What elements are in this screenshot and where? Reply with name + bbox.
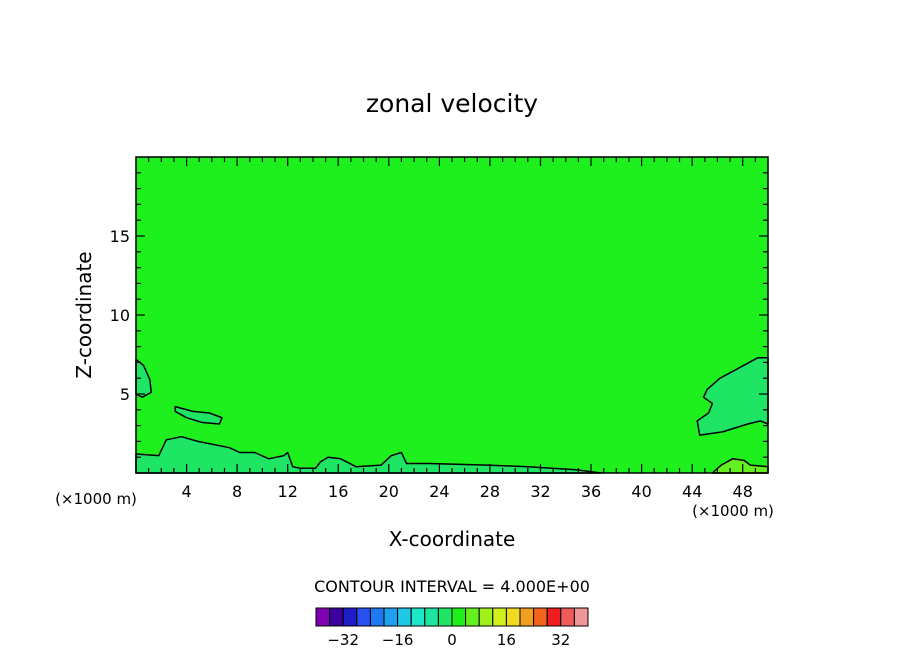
- colorbar-swatch: [478, 607, 494, 627]
- y-tick-label: 5: [120, 385, 130, 404]
- colorbar-tick-label: 32: [551, 631, 570, 649]
- x-axis-label: X-coordinate: [389, 527, 516, 551]
- y-tick-label: 15: [110, 227, 130, 246]
- plot-background: [136, 157, 768, 473]
- colorbar-swatch: [410, 607, 426, 627]
- y-axis: 5 10 15: [110, 172, 768, 458]
- x-tick-label: 12: [278, 482, 298, 501]
- colorbar-tick-label: 0: [447, 631, 457, 649]
- colorbar-swatch: [533, 607, 548, 627]
- colorbar: −32 −16 0 16 32: [315, 607, 589, 649]
- colorbar-swatch: [546, 607, 562, 627]
- x-tick-label: 40: [631, 482, 651, 501]
- colorbar-swatch: [560, 607, 575, 627]
- colorbar-swatch: [437, 607, 453, 627]
- x-tick-label: 36: [581, 482, 601, 501]
- x-tick-label: 4: [182, 482, 192, 501]
- x-tick-label: 44: [682, 482, 702, 501]
- x-tick-label: 48: [733, 482, 753, 501]
- y-axis-label: Z-coordinate: [72, 251, 96, 378]
- contour-region-floating-cell: [174, 405, 223, 425]
- x-axis: 4 8 12 16 20 24 28 32 36 40 44 48: [148, 157, 757, 501]
- colorbar-tick-label: −32: [327, 631, 359, 649]
- x-tick-label: 20: [379, 482, 399, 501]
- colorbar-tick-label: 16: [497, 631, 516, 649]
- colorbar-swatch: [342, 607, 358, 627]
- y-tick-label: 10: [110, 306, 130, 325]
- x-unit-label-left: (×1000 m): [55, 490, 137, 508]
- colorbar-swatch: [424, 607, 439, 627]
- x-tick-label: 8: [232, 482, 242, 501]
- contour-region-lower-left-cell: [135, 435, 602, 474]
- chart-title: zonal velocity: [366, 89, 538, 118]
- contour-region-right-upper-cell: [696, 356, 769, 436]
- colorbar-swatch: [329, 607, 344, 627]
- colorbar-swatch: [573, 607, 589, 627]
- colorbar-tick-label: −16: [382, 631, 414, 649]
- colorbar-swatch: [451, 607, 467, 627]
- contour-interval-label: CONTOUR INTERVAL = 4.000E+00: [314, 577, 590, 596]
- x-tick-label: 16: [328, 482, 348, 501]
- colorbar-swatch: [356, 607, 371, 627]
- x-tick-label: 28: [480, 482, 500, 501]
- colorbar-swatch: [465, 607, 480, 627]
- x-tick-label: 24: [429, 482, 449, 501]
- x-unit-label-right: (×1000 m): [692, 502, 774, 520]
- colorbar-swatch: [369, 607, 385, 627]
- colorbar-swatch: [397, 607, 412, 627]
- colorbar-swatch: [315, 607, 331, 627]
- x-tick-label: 32: [530, 482, 550, 501]
- colorbar-swatch: [519, 607, 535, 627]
- colorbar-swatch: [383, 607, 399, 627]
- plot-area: [135, 156, 769, 474]
- colorbar-swatch: [505, 607, 521, 627]
- colorbar-swatch: [492, 607, 507, 627]
